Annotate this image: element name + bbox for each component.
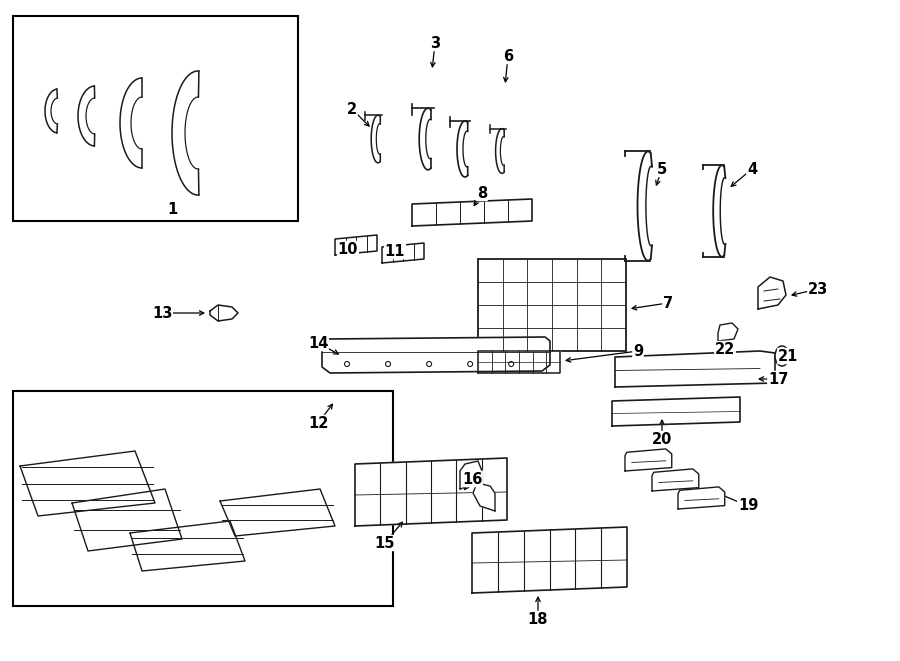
Text: 18: 18: [527, 611, 548, 627]
Text: 23: 23: [808, 282, 828, 297]
Text: 13: 13: [152, 305, 172, 321]
Text: 10: 10: [338, 241, 358, 256]
Bar: [13, 391, 393, 606]
Text: 20: 20: [652, 432, 672, 446]
Polygon shape: [472, 527, 627, 593]
Text: 9: 9: [633, 344, 643, 358]
Text: 6: 6: [503, 48, 513, 63]
Text: 7: 7: [663, 295, 673, 311]
Text: 11: 11: [385, 243, 405, 258]
Polygon shape: [478, 351, 560, 373]
Polygon shape: [637, 151, 652, 260]
Text: 5: 5: [657, 161, 667, 176]
Polygon shape: [20, 451, 155, 516]
Polygon shape: [371, 115, 381, 163]
Polygon shape: [460, 461, 482, 489]
Polygon shape: [419, 108, 431, 170]
Bar: [478, 259, 626, 351]
Text: 3: 3: [430, 36, 440, 50]
Bar: [13, 16, 298, 221]
Polygon shape: [758, 277, 786, 309]
Text: 2: 2: [346, 102, 357, 116]
Polygon shape: [382, 243, 424, 263]
Polygon shape: [355, 458, 507, 526]
Text: 1: 1: [166, 202, 177, 217]
Polygon shape: [718, 323, 738, 341]
Polygon shape: [473, 483, 495, 511]
Polygon shape: [335, 235, 377, 255]
Ellipse shape: [775, 346, 789, 366]
Polygon shape: [678, 487, 725, 509]
Polygon shape: [210, 305, 238, 321]
Polygon shape: [322, 337, 550, 373]
Text: 19: 19: [738, 498, 758, 514]
Polygon shape: [612, 397, 740, 426]
Polygon shape: [625, 449, 671, 471]
Polygon shape: [130, 521, 245, 571]
Ellipse shape: [780, 350, 788, 362]
Polygon shape: [72, 489, 182, 551]
Polygon shape: [713, 165, 725, 256]
Text: 22: 22: [715, 342, 735, 356]
Text: 12: 12: [308, 416, 328, 430]
Polygon shape: [496, 129, 504, 173]
Polygon shape: [412, 199, 532, 226]
Text: 14: 14: [308, 336, 328, 350]
Polygon shape: [457, 121, 468, 177]
Polygon shape: [652, 469, 698, 491]
Text: 4: 4: [747, 161, 757, 176]
Text: 8: 8: [477, 186, 487, 200]
Text: 17: 17: [768, 371, 788, 387]
Polygon shape: [220, 489, 335, 536]
Text: 16: 16: [462, 471, 482, 486]
Polygon shape: [615, 351, 775, 387]
Text: 15: 15: [374, 535, 395, 551]
Text: 21: 21: [778, 348, 798, 364]
